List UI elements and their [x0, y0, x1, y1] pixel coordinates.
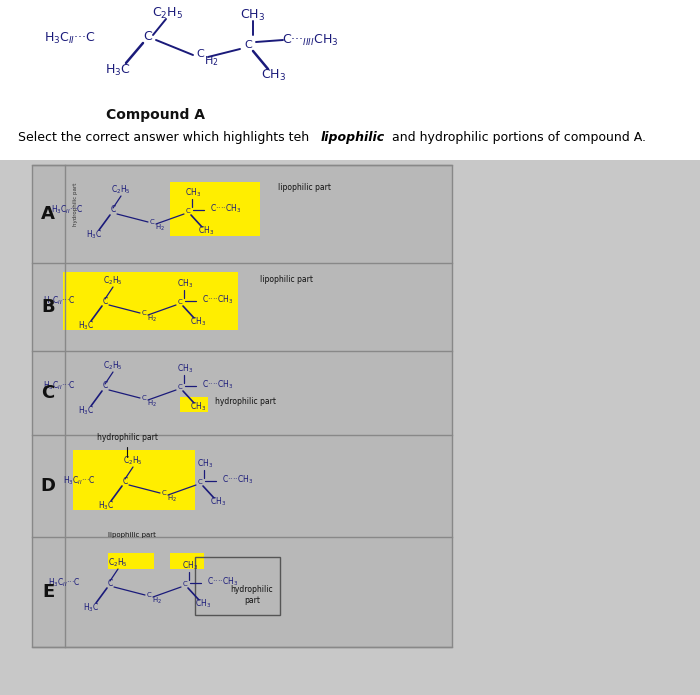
Text: C: C — [102, 297, 108, 306]
Text: H$_2$: H$_2$ — [147, 314, 157, 324]
Text: CH$_3$: CH$_3$ — [261, 67, 286, 83]
Text: H$_3$C: H$_3$C — [78, 320, 94, 332]
Bar — [170, 182, 260, 236]
Text: lipophilic part: lipophilic part — [278, 183, 331, 192]
Text: and hydrophilic portions of compound A.: and hydrophilic portions of compound A. — [388, 131, 646, 143]
Text: C$_2$H$_5$: C$_2$H$_5$ — [111, 183, 131, 196]
Text: H$_2$: H$_2$ — [204, 54, 218, 68]
Text: C$_2$H$_5$: C$_2$H$_5$ — [103, 275, 123, 287]
Text: C: C — [144, 31, 153, 44]
Bar — [63, 272, 238, 330]
Text: C: C — [196, 49, 204, 59]
Text: C: C — [178, 384, 183, 390]
Bar — [0, 120, 700, 160]
Text: C: C — [111, 206, 116, 215]
Text: Compound A: Compound A — [106, 108, 204, 122]
Text: CH$_3$: CH$_3$ — [195, 598, 211, 610]
Text: hydrophilic part: hydrophilic part — [215, 398, 276, 407]
Text: C$_2$H$_5$: C$_2$H$_5$ — [108, 557, 128, 569]
Text: H$_3$C$_{II}$···C: H$_3$C$_{II}$···C — [62, 475, 95, 487]
Text: C: C — [178, 299, 183, 305]
Bar — [180, 397, 208, 412]
Text: hydrophilic part: hydrophilic part — [73, 182, 78, 226]
Text: E: E — [42, 583, 54, 601]
Text: C····CH$_3$: C····CH$_3$ — [223, 474, 253, 486]
Text: C: C — [146, 592, 151, 598]
Text: lipophilic part: lipophilic part — [108, 532, 156, 538]
Text: C: C — [107, 578, 113, 587]
Text: H$_3$C$_{II}$···C: H$_3$C$_{II}$···C — [43, 379, 75, 392]
Text: B: B — [41, 298, 55, 316]
Text: A: A — [41, 205, 55, 223]
Text: CH$_3$: CH$_3$ — [240, 8, 265, 22]
Text: D: D — [41, 477, 55, 495]
Text: C····CH$_3$: C····CH$_3$ — [202, 294, 234, 306]
Text: C: C — [141, 310, 146, 316]
Text: CH$_3$: CH$_3$ — [185, 187, 201, 199]
Text: C···$_{IIII}$CH$_3$: C···$_{IIII}$CH$_3$ — [281, 33, 338, 47]
Text: H$_3$C$_{II}$···C: H$_3$C$_{II}$···C — [50, 204, 83, 216]
Text: C$_2$H$_5$: C$_2$H$_5$ — [153, 6, 183, 21]
Text: CH$_3$: CH$_3$ — [190, 401, 206, 414]
Text: C: C — [197, 479, 202, 485]
Bar — [0, 120, 700, 155]
Text: C: C — [186, 208, 190, 214]
Text: H$_3$C: H$_3$C — [105, 63, 131, 78]
Text: C: C — [102, 382, 108, 391]
Text: H$_3$C$_{II}$···C: H$_3$C$_{II}$···C — [48, 577, 80, 589]
Text: H$_3$C: H$_3$C — [83, 602, 99, 614]
Text: C: C — [162, 490, 167, 496]
Text: C····CH$_3$: C····CH$_3$ — [211, 203, 241, 215]
Bar — [108, 553, 154, 569]
Text: CH$_3$: CH$_3$ — [198, 224, 214, 237]
Bar — [0, 0, 700, 160]
Bar — [170, 553, 204, 569]
Bar — [195, 557, 280, 615]
Text: C: C — [183, 581, 188, 587]
Text: H$_2$: H$_2$ — [167, 494, 177, 504]
Text: CH$_3$: CH$_3$ — [177, 363, 193, 375]
Text: CH$_3$: CH$_3$ — [197, 458, 213, 471]
Text: H$_3$C$_{II}$···C: H$_3$C$_{II}$···C — [43, 295, 75, 307]
Text: CH$_3$: CH$_3$ — [190, 316, 206, 328]
Text: H$_3$C: H$_3$C — [78, 404, 94, 417]
Text: hydrophilic part: hydrophilic part — [97, 432, 158, 441]
Text: CH$_3$: CH$_3$ — [177, 278, 193, 291]
Text: H$_3$C: H$_3$C — [98, 500, 114, 512]
Text: C····CH$_3$: C····CH$_3$ — [207, 575, 239, 588]
Text: C: C — [41, 384, 55, 402]
Text: C····CH$_3$: C····CH$_3$ — [202, 379, 234, 391]
Text: hydrophilic
part: hydrophilic part — [231, 585, 273, 605]
Text: C: C — [150, 219, 155, 225]
Text: C: C — [244, 40, 252, 50]
Text: H$_2$: H$_2$ — [155, 223, 165, 233]
Bar — [73, 450, 195, 510]
Text: C$_2$H$_5$: C$_2$H$_5$ — [123, 455, 143, 467]
Text: lipophilic part: lipophilic part — [260, 275, 313, 284]
Text: Select the correct answer which highlights teh: Select the correct answer which highligh… — [18, 131, 313, 143]
Text: C: C — [141, 395, 146, 401]
Text: H$_3$C$_{II}$···C: H$_3$C$_{II}$···C — [44, 31, 96, 46]
Text: CH$_3$: CH$_3$ — [210, 496, 226, 508]
Text: lipophilic: lipophilic — [321, 131, 385, 143]
Text: CH$_3$: CH$_3$ — [182, 559, 198, 572]
Bar — [32, 165, 452, 647]
Text: C$_2$H$_5$: C$_2$H$_5$ — [103, 360, 123, 373]
Text: H$_2$: H$_2$ — [147, 399, 157, 409]
Text: H$_3$C: H$_3$C — [86, 229, 102, 241]
Text: C: C — [122, 477, 127, 486]
Text: H$_2$: H$_2$ — [152, 596, 162, 606]
